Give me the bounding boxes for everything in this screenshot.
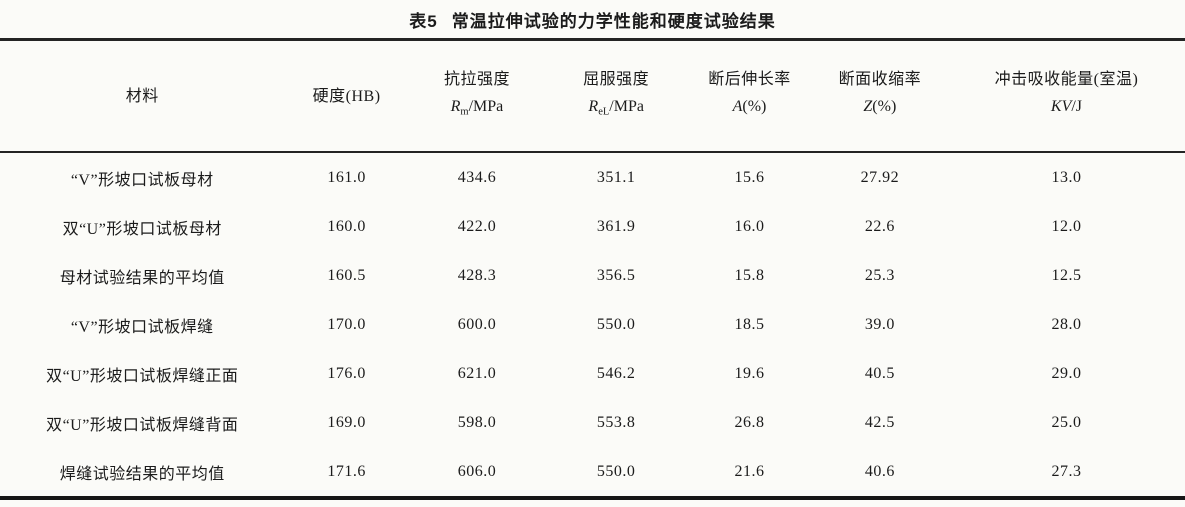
header-row: 材料 硬度(HB) 抗拉强度 Rm/MPa 屈服强度 ReL/MPa 断后伸长率… <box>0 39 1185 153</box>
formula-unit: /MPa <box>609 98 644 116</box>
header-formula: A(%) <box>687 93 811 126</box>
table-row: 双“U”形坡口试板母材 160.0 422.0 361.9 16.0 22.6 … <box>0 202 1185 251</box>
reduction-cell: 27.92 <box>860 168 900 186</box>
formula-symbol: KV <box>1050 98 1072 116</box>
tensile-cell: 600.0 <box>457 315 497 333</box>
formula-symbol: A <box>732 98 743 116</box>
elongation-cell: 15.6 <box>734 168 765 186</box>
elongation-cell: 15.8 <box>734 266 765 284</box>
impact-cell: 12.0 <box>1051 217 1082 235</box>
header-formula: ReL/MPa <box>545 93 687 126</box>
material-cell: 双“U”形坡口试板焊缝正面 <box>46 367 239 385</box>
col-header-material: 材料 <box>0 39 285 153</box>
yield-cell: 550.0 <box>596 315 636 333</box>
header-title: 断后伸长率 <box>708 71 791 89</box>
header-title: 断面收缩率 <box>838 71 922 89</box>
elongation-cell: 26.8 <box>734 413 765 431</box>
yield-cell: 553.8 <box>596 413 636 431</box>
elongation-cell: 18.5 <box>734 315 765 333</box>
hardness-cell: 169.0 <box>327 413 366 431</box>
material-cell: 双“U”形坡口试板焊缝背面 <box>46 416 239 434</box>
elongation-cell: 16.0 <box>734 217 765 235</box>
formula-unit: (%) <box>872 98 897 116</box>
col-header-tensile-strength: 抗拉强度 Rm/MPa <box>408 39 546 153</box>
hardness-cell: 171.6 <box>327 462 366 480</box>
hardness-cell: 161.0 <box>327 168 366 186</box>
formula-symbol: Z <box>863 98 873 116</box>
reduction-cell: 39.0 <box>864 315 895 333</box>
header-formula: Z(%) <box>812 93 948 126</box>
col-header-yield-strength: 屈服强度 ReL/MPa <box>545 39 688 153</box>
tensile-cell: 422.0 <box>457 217 497 235</box>
reduction-cell: 40.6 <box>864 462 895 480</box>
impact-cell: 29.0 <box>1051 364 1082 382</box>
table-row: 双“U”形坡口试板焊缝正面 176.0 621.0 546.2 19.6 40.… <box>0 349 1185 398</box>
table-caption-label: 表5 <box>409 11 438 31</box>
impact-cell: 28.0 <box>1051 315 1082 333</box>
hardness-cell: 160.5 <box>327 266 366 284</box>
table-row: 母材试验结果的平均值 160.5 428.3 356.5 15.8 25.3 1… <box>0 251 1185 300</box>
hardness-cell: 176.0 <box>327 364 366 382</box>
material-cell: “V”形坡口试板母材 <box>70 171 214 189</box>
reduction-cell: 42.5 <box>864 413 895 431</box>
formula-unit: /MPa <box>468 98 504 116</box>
impact-cell: 25.0 <box>1051 413 1082 431</box>
tensile-cell: 598.0 <box>457 413 497 431</box>
header-title: 屈服强度 <box>583 71 650 89</box>
elongation-cell: 19.6 <box>734 364 765 382</box>
tensile-cell: 621.0 <box>457 364 497 382</box>
material-cell: “V”形坡口试板焊缝 <box>70 318 214 336</box>
col-header-hardness: 硬度(HB) <box>284 39 409 153</box>
col-header-impact-energy: 冲击吸收能量(室温) KV/J <box>947 39 1185 153</box>
impact-cell: 27.3 <box>1051 462 1082 480</box>
material-cell: 焊缝试验结果的平均值 <box>59 465 225 483</box>
table-caption-title: 常温拉伸试验的力学性能和硬度试验结果 <box>451 11 776 31</box>
tensile-cell: 606.0 <box>457 462 497 480</box>
hardness-cell: 160.0 <box>327 217 366 235</box>
impact-cell: 13.0 <box>1051 168 1082 186</box>
formula-subscript: eL <box>598 106 610 118</box>
table-row: “V”形坡口试板母材 161.0 434.6 351.1 15.6 27.92 … <box>0 152 1185 202</box>
reduction-cell: 40.5 <box>864 364 895 382</box>
elongation-cell: 21.6 <box>734 462 765 480</box>
formula-symbol: R <box>588 98 599 116</box>
formula-symbol: R <box>450 98 461 116</box>
reduction-cell: 22.6 <box>864 217 895 235</box>
col-header-elongation: 断后伸长率 A(%) <box>687 39 812 153</box>
material-cell: 双“U”形坡口试板母材 <box>62 220 222 238</box>
header-title: 硬度(HB) <box>312 87 381 105</box>
reduction-cell: 25.3 <box>864 266 895 284</box>
header-title: 材料 <box>125 87 159 105</box>
yield-cell: 546.2 <box>596 364 636 382</box>
tensile-cell: 434.6 <box>457 168 497 186</box>
impact-cell: 12.5 <box>1051 266 1082 284</box>
formula-unit: /J <box>1071 98 1083 116</box>
yield-cell: 550.0 <box>596 462 636 480</box>
table-row: 双“U”形坡口试板焊缝背面 169.0 598.0 553.8 26.8 42.… <box>0 398 1185 447</box>
header-formula: Rm/MPa <box>409 93 545 126</box>
tensile-cell: 428.3 <box>457 266 497 284</box>
hardness-cell: 170.0 <box>327 315 366 333</box>
formula-unit: (%) <box>742 98 767 116</box>
yield-cell: 361.9 <box>596 217 636 235</box>
header-formula: KV/J <box>948 93 1185 126</box>
yield-cell: 356.5 <box>596 266 636 284</box>
table-row: “V”形坡口试板焊缝 170.0 600.0 550.0 18.5 39.0 2… <box>0 300 1185 349</box>
yield-cell: 351.1 <box>596 168 636 186</box>
col-header-reduction-of-area: 断面收缩率 Z(%) <box>811 39 948 153</box>
table-row: 焊缝试验结果的平均值 171.6 606.0 550.0 21.6 40.6 2… <box>0 447 1185 498</box>
table-caption: 表5 常温拉伸试验的力学性能和硬度试验结果 <box>0 0 1185 38</box>
header-title: 抗拉强度 <box>443 71 510 89</box>
formula-subscript: m <box>460 106 469 118</box>
results-table: 材料 硬度(HB) 抗拉强度 Rm/MPa 屈服强度 ReL/MPa 断后伸长率… <box>0 38 1185 500</box>
header-title: 冲击吸收能量(室温) <box>994 71 1139 89</box>
material-cell: 母材试验结果的平均值 <box>59 269 225 287</box>
